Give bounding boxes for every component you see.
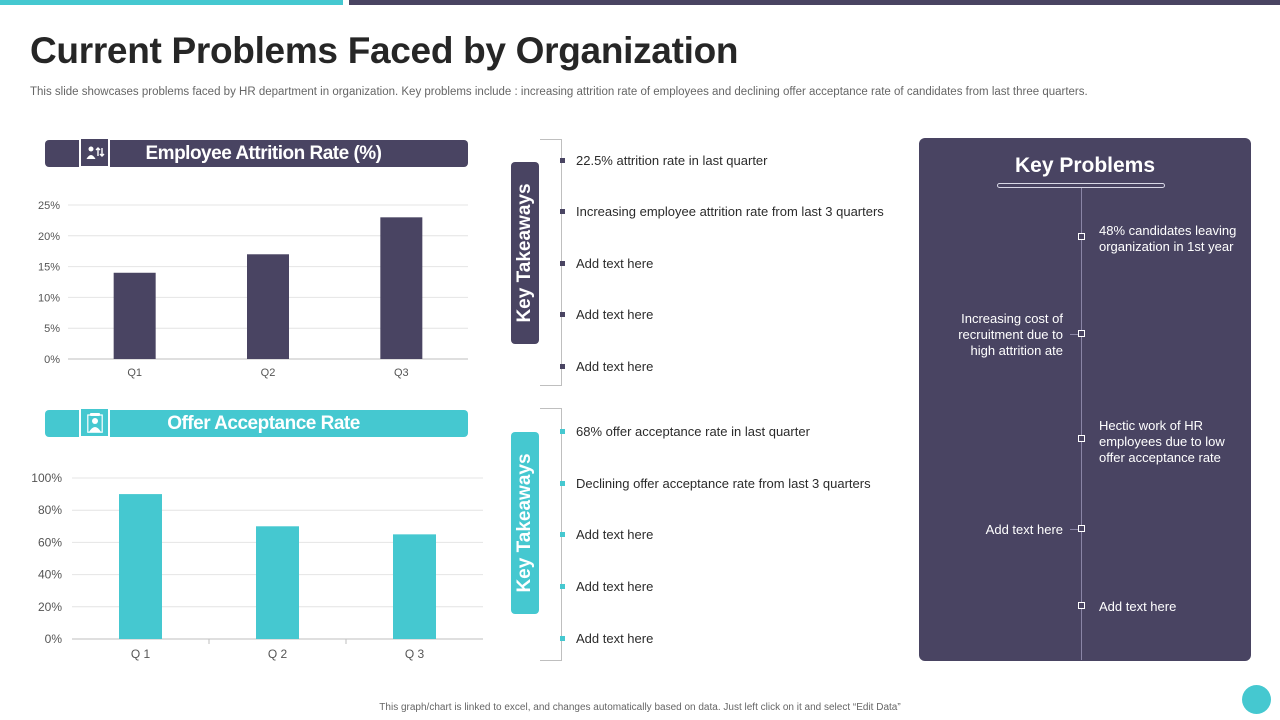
takeaway-bullet [560, 481, 565, 486]
attrition-chart-header: Employee Attrition Rate (%) [45, 137, 468, 168]
bar-q2 [256, 526, 299, 639]
key-problems-underline [997, 183, 1165, 188]
x-tick-label: Q1 [127, 367, 142, 379]
takeaway-top-item-5: Add text here [576, 359, 654, 374]
takeaway-bottom-item-3: Add text here [576, 527, 654, 542]
x-tick-label: Q2 [261, 367, 276, 379]
x-tick-label: Q 3 [405, 647, 425, 661]
takeaway-bullet [560, 261, 565, 266]
y-tick-label: 40% [38, 568, 62, 582]
y-tick-label: 5% [44, 323, 60, 335]
x-tick-label: Q3 [394, 367, 409, 379]
key-problem-item-3: Hectic work of HR employees due to low o… [1099, 418, 1225, 465]
y-tick-label: 15% [38, 262, 60, 274]
takeaway-bullet [560, 158, 565, 163]
takeaways-bottom-bracket [540, 408, 562, 661]
key-problems-title: Key Problems [1014, 154, 1156, 177]
page-title: Current Problems Faced by Organization [30, 30, 739, 71]
timeline-node [1078, 525, 1085, 532]
key-problems-panel: Key Problems [919, 138, 1251, 661]
x-tick-label: Q 1 [131, 647, 151, 661]
offer-chart-header: Offer Acceptance Rate [45, 407, 468, 438]
takeaway-top-item-3: Add text here [576, 256, 654, 271]
takeaway-top-item-1: 22.5% attrition rate in last quarter [576, 153, 768, 168]
offer-acceptance-bar-chart: 0% 20% 40% 60% 80% 100% Q 1 Q 2 Q 3 [31, 471, 483, 661]
takeaway-top-item-2: Increasing employee attrition rate from … [576, 204, 884, 219]
takeaway-bottom-item-2: Declining offer acceptance rate from las… [576, 476, 871, 491]
y-tick-label: 80% [38, 503, 62, 517]
y-tick-label: 20% [38, 600, 62, 614]
timeline-node [1078, 233, 1085, 240]
key-problem-item-2: Increasing cost of recruitment due to hi… [958, 311, 1063, 358]
timeline-node [1078, 435, 1085, 442]
timeline-tick [1070, 334, 1078, 335]
y-tick-label: 0% [44, 354, 60, 366]
page-subtitle: This slide showcases problems faced by H… [30, 86, 1088, 98]
top-accent-bar-teal [0, 0, 343, 5]
bar-q3 [393, 534, 436, 639]
top-accent-bar-purple [349, 0, 1280, 5]
takeaway-top-item-4: Add text here [576, 307, 654, 322]
takeaways-top-bracket [540, 139, 562, 386]
takeaways-top-tab: Key Takeaways [511, 162, 539, 344]
candidate-id-icon [79, 407, 110, 438]
key-problem-item-5: Add text here [1099, 599, 1177, 614]
takeaway-bullet [560, 584, 565, 589]
takeaway-bullet [560, 636, 565, 641]
key-problem-item-1: 48% candidates leaving organization in 1… [1099, 223, 1237, 254]
takeaway-bullet [560, 209, 565, 214]
y-tick-label: 25% [38, 200, 60, 212]
key-problem-item-4: Add text here [985, 522, 1063, 537]
y-tick-label: 100% [31, 471, 62, 485]
y-tick-label: 20% [38, 231, 60, 243]
takeaway-bottom-item-4: Add text here [576, 579, 654, 594]
takeaway-bullet [560, 312, 565, 317]
takeaways-bottom-label: Key Takeaways [514, 453, 535, 593]
timeline-tick [1070, 529, 1078, 530]
y-tick-label: 60% [38, 535, 62, 549]
takeaways-bottom-tab: Key Takeaways [511, 432, 539, 614]
takeaway-bottom-item-1: 68% offer acceptance rate in last quarte… [576, 424, 810, 439]
takeaway-bottom-item-5: Add text here [576, 631, 654, 646]
timeline-node [1078, 330, 1085, 337]
timeline-node [1078, 602, 1085, 609]
attrition-chart-title: Employee Attrition Rate (%) [145, 143, 383, 164]
bar-q2 [247, 254, 289, 359]
offer-chart-title: Offer Acceptance Rate [167, 413, 360, 434]
takeaway-bullet [560, 429, 565, 434]
people-transfer-icon [79, 137, 110, 168]
y-tick-label: 10% [38, 292, 60, 304]
takeaways-top-label: Key Takeaways [514, 183, 535, 323]
bar-q1 [119, 494, 162, 639]
y-tick-label: 0% [45, 632, 63, 646]
key-problems-timeline [1081, 188, 1082, 660]
takeaway-bullet [560, 364, 565, 369]
attrition-bar-chart: 0% 5% 10% 15% 20% 25% Q1 Q2 Q3 [38, 200, 468, 379]
corner-decoration [1242, 685, 1271, 714]
footer-note: This graph/chart is linked to excel, and… [379, 702, 901, 713]
takeaway-bullet [560, 532, 565, 537]
x-tick-label: Q 2 [268, 647, 288, 661]
bar-q3 [380, 217, 423, 359]
bar-q1 [113, 272, 156, 359]
